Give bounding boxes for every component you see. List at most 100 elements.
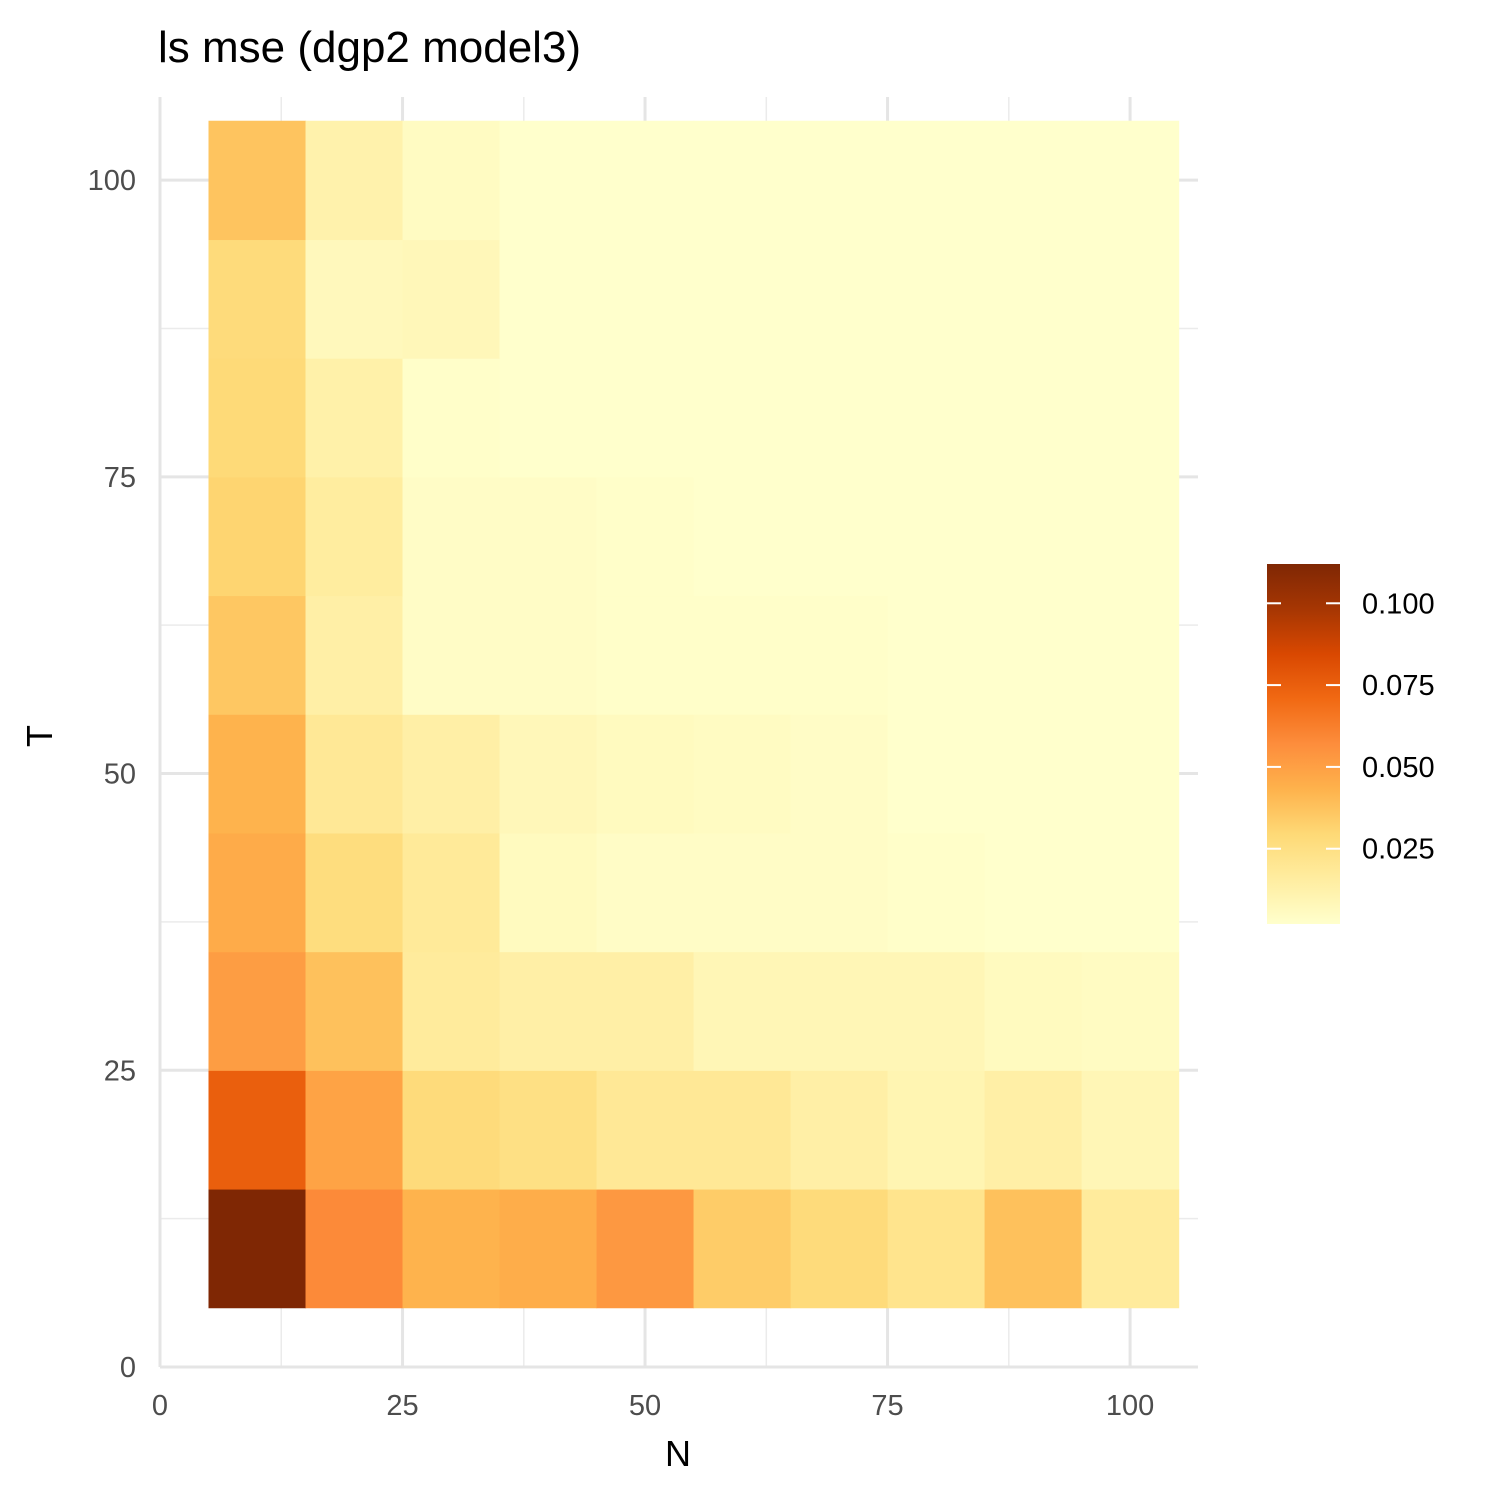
heatmap-cell: N=10, T=20: 0.075 [208, 1070, 307, 1190]
x-tick-label: 25 [386, 1390, 418, 1422]
heatmap-cell: N=100, T=50: 0.002 [1081, 714, 1180, 834]
heatmap-cell: N=30, T=80: 0.003 [402, 358, 501, 478]
heatmap-cell: N=100, T=90: 0.002 [1081, 239, 1180, 359]
x-tick-label: 100 [1106, 1390, 1154, 1422]
colorbar-tick-label: 0.075 [1362, 670, 1435, 702]
heatmap-cell: N=100, T=20: 0.009 [1081, 1070, 1180, 1190]
heatmap-cell: N=90, T=30: 0.006 [984, 951, 1083, 1071]
x-tick-label: 75 [871, 1390, 903, 1422]
heatmap-cell: N=40, T=90: 0.002 [499, 239, 598, 359]
heatmap-cell: N=60, T=30: 0.009 [693, 951, 792, 1071]
heatmap-cell: N=40, T=80: 0.002 [499, 358, 598, 478]
colorbar-legend: 0.025 0.050 0.075 0.100 [1267, 564, 1435, 924]
heatmap-cell: N=70, T=60: 0.003 [790, 595, 889, 715]
heatmap-cell: N=70, T=20: 0.014 [790, 1070, 889, 1190]
heatmap-cell: N=50, T=40: 0.004 [596, 832, 695, 953]
heatmap-cell: N=30, T=90: 0.008 [402, 239, 501, 359]
heatmap-cell: N=10, T=70: 0.031 [208, 476, 307, 597]
heatmap-cell: N=90, T=70: 0.002 [984, 476, 1083, 597]
heatmap-cell: N=50, T=80: 0.002 [596, 358, 695, 478]
y-tick-label: 0 [120, 1352, 136, 1384]
heatmap-cell: N=60, T=80: 0.002 [693, 358, 792, 478]
x-tick-label: 0 [152, 1390, 168, 1422]
heatmap-cell: N=20, T=40: 0.027 [305, 832, 404, 953]
heatmap-cell: N=20, T=10: 0.058 [305, 1188, 404, 1309]
heatmap-cell: N=80, T=80: 0.002 [887, 358, 986, 478]
chart-title: ls mse (dgp2 model3) [158, 23, 581, 72]
heatmap-cell: N=80, T=10: 0.022 [887, 1188, 986, 1309]
heatmap-cell: N=20, T=80: 0.013 [305, 358, 404, 478]
heatmap-cell: N=50, T=100: 0.002 [596, 120, 695, 241]
heatmap-cell: N=60, T=90: 0.002 [693, 239, 792, 359]
heatmap-cell: N=70, T=30: 0.009 [790, 951, 889, 1071]
heatmap-cell: N=30, T=10: 0.043 [402, 1188, 501, 1309]
heatmap-cell: N=20, T=50: 0.019 [305, 714, 404, 834]
heatmap-cell: N=10, T=30: 0.051 [208, 951, 307, 1071]
heatmap-cell: N=90, T=50: 0.002 [984, 714, 1083, 834]
heatmap-cell: N=100, T=80: 0.002 [1081, 358, 1180, 478]
y-tick-label: 25 [104, 1055, 136, 1087]
heatmap-cell: N=90, T=100: 0.002 [984, 120, 1083, 241]
heatmap-cell: N=70, T=80: 0.002 [790, 358, 889, 478]
heatmap-cell: N=20, T=90: 0.007 [305, 239, 404, 359]
heatmap-cell: N=80, T=60: 0.002 [887, 595, 986, 715]
heatmap-cell: N=60, T=60: 0.003 [693, 595, 792, 715]
heatmap-cell: N=60, T=20: 0.019 [693, 1070, 792, 1190]
heatmap-cell: N=90, T=20: 0.014 [984, 1070, 1083, 1190]
heatmap-cell: N=80, T=50: 0.002 [887, 714, 986, 834]
heatmap-cell: N=50, T=50: 0.006 [596, 714, 695, 834]
heatmap-cell: N=10, T=100: 0.037 [208, 120, 307, 241]
heatmap-cell: N=20, T=70: 0.016 [305, 476, 404, 597]
heatmap-cell: N=40, T=50: 0.008 [499, 714, 598, 834]
heatmap-cell: N=60, T=40: 0.004 [693, 832, 792, 953]
heatmap-cell: N=90, T=40: 0.002 [984, 832, 1083, 953]
heatmap-cell: N=50, T=10: 0.053 [596, 1188, 695, 1309]
heatmap-cell: N=60, T=50: 0.005 [693, 714, 792, 834]
heatmap-cell: N=80, T=20: 0.01 [887, 1070, 986, 1190]
colorbar-gradient [1267, 564, 1340, 924]
heatmap-cell: N=70, T=90: 0.002 [790, 239, 889, 359]
heatmap-cell: N=10, T=90: 0.028 [208, 239, 307, 359]
heatmap-cell: N=40, T=10: 0.045 [499, 1188, 598, 1309]
heatmap-cell: N=30, T=100: 0.005 [402, 120, 501, 241]
heatmap-cell: N=80, T=40: 0.003 [887, 832, 986, 953]
heatmap-cell: N=40, T=40: 0.006 [499, 832, 598, 953]
heatmap-cell: N=70, T=10: 0.028 [790, 1188, 889, 1309]
heatmap-cell: N=10, T=50: 0.043 [208, 714, 307, 834]
heatmap-cell: N=90, T=80: 0.002 [984, 358, 1083, 478]
heatmap-cell: N=40, T=70: 0.004 [499, 476, 598, 597]
heatmap-cell: N=80, T=70: 0.002 [887, 476, 986, 597]
colorbar-tick-label: 0.100 [1362, 588, 1435, 620]
heatmap-cell: N=80, T=90: 0.002 [887, 239, 986, 359]
heatmap-cell: N=100, T=40: 0.002 [1081, 832, 1180, 953]
heatmap-cell: N=50, T=90: 0.002 [596, 239, 695, 359]
heatmap-cell: N=100, T=70: 0.002 [1081, 476, 1180, 597]
heatmap-cell: N=70, T=40: 0.004 [790, 832, 889, 953]
heatmap-cell: N=90, T=90: 0.002 [984, 239, 1083, 359]
heatmap-cell: N=100, T=30: 0.005 [1081, 951, 1180, 1071]
heatmap-cell: N=30, T=70: 0.004 [402, 476, 501, 597]
heatmap-cell: N=90, T=60: 0.002 [984, 595, 1083, 715]
heatmap-cell: N=10, T=60: 0.036 [208, 595, 307, 715]
heatmap-cell: N=40, T=60: 0.004 [499, 595, 598, 715]
heatmap-cell: N=60, T=70: 0.002 [693, 476, 792, 597]
heatmap-cell: N=10, T=10: 0.112 [208, 1188, 307, 1309]
heatmap-cell: N=50, T=70: 0.003 [596, 476, 695, 597]
heatmap-cell: N=20, T=60: 0.014 [305, 595, 404, 715]
heatmap-cell: N=60, T=10: 0.034 [693, 1188, 792, 1309]
y-tick-label: 100 [88, 165, 136, 197]
y-tick-label: 75 [104, 462, 136, 494]
heatmap-cell: N=40, T=30: 0.014 [499, 951, 598, 1071]
colorbar-tick-label: 0.050 [1362, 752, 1435, 784]
x-tick-label: 50 [629, 1390, 661, 1422]
heatmap-cell: N=70, T=50: 0.004 [790, 714, 889, 834]
heatmap-cell: N=20, T=30: 0.038 [305, 951, 404, 1071]
heatmap-cell: N=10, T=40: 0.046 [208, 832, 307, 953]
heatmap-cell: N=100, T=60: 0.002 [1081, 595, 1180, 715]
heatmap-cell: N=50, T=60: 0.003 [596, 595, 695, 715]
colorbar-tick-label: 0.025 [1362, 834, 1435, 866]
heatmap-cell: N=20, T=100: 0.012 [305, 120, 404, 241]
heatmap-cell: N=30, T=30: 0.017 [402, 951, 501, 1071]
y-axis-ticks: 0 25 50 75 100 [88, 165, 136, 1384]
